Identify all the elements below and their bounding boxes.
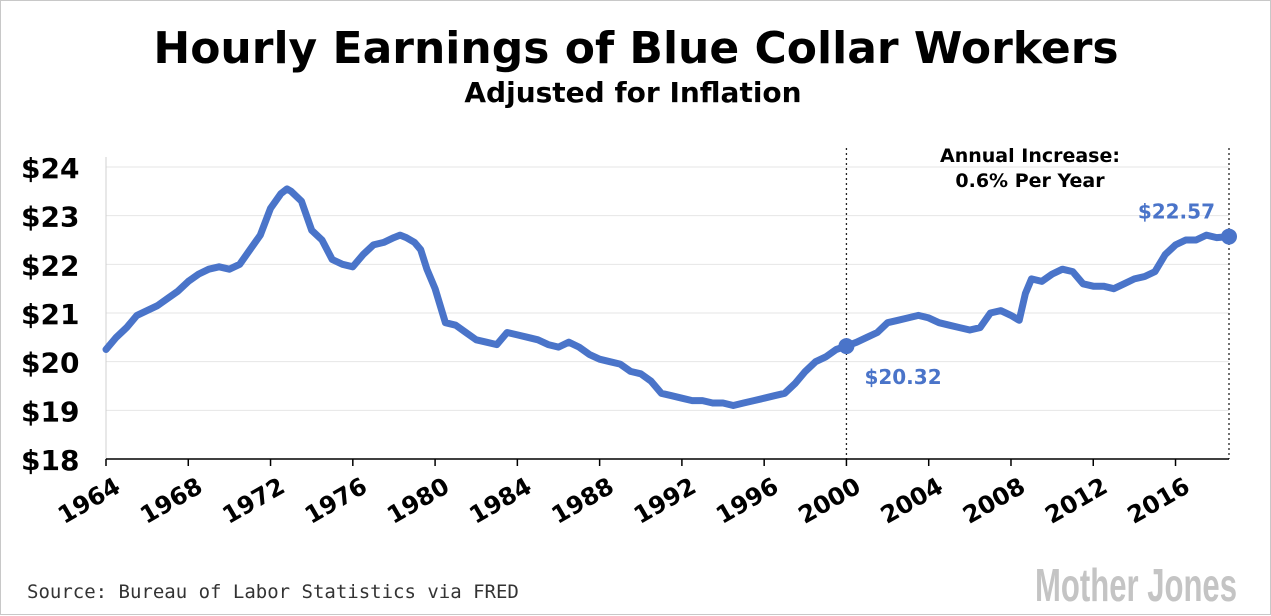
series-line — [102, 185, 1233, 409]
x-axis: 1964 1968 1972 1976 1980 1984 1988 1992 1996 2000… — [53, 459, 1195, 530]
x-tick-label: 1984 — [465, 472, 537, 530]
x-tick-label: 2012 — [1040, 472, 1112, 530]
annual-increase-label: Annual Increase: — [940, 145, 1120, 167]
y-tick-label: $22 — [21, 249, 79, 282]
x-tick-label: 2004 — [876, 472, 948, 530]
chart-title: Hourly Earnings of Blue Collar Workers — [153, 23, 1118, 74]
x-tick-label: 2000 — [794, 472, 866, 530]
x-tick-label: 1996 — [711, 472, 783, 530]
start-point-marker — [838, 338, 855, 355]
chart-subtitle: Adjusted for Inflation — [464, 76, 801, 109]
y-tick-label: $23 — [21, 201, 79, 234]
x-tick-label: 1964 — [53, 472, 125, 530]
y-tick-label: $24 — [21, 152, 79, 185]
y-tick-label: $18 — [21, 444, 79, 477]
x-tick-label: 2016 — [1123, 472, 1195, 530]
x-tick-label: 1968 — [135, 472, 207, 530]
annual-increase-value: 0.6% Per Year — [955, 170, 1105, 192]
brand-logo: Mother Jones — [1035, 559, 1237, 611]
start-value-label: $20.32 — [864, 365, 941, 389]
y-axis: $18 $19 $20 $21 $22 $23 $24 — [21, 152, 1229, 477]
reference-lines — [845, 148, 1230, 459]
source-note: Source: Bureau of Labor Statistics via F… — [27, 581, 519, 603]
x-tick-label: 1972 — [218, 472, 290, 530]
y-tick-label: $19 — [21, 395, 79, 428]
x-tick-label: 2008 — [958, 472, 1030, 530]
gridlines — [105, 157, 1229, 459]
y-tick-label: $21 — [21, 298, 79, 331]
x-tick-label: 1976 — [300, 472, 372, 530]
end-value-label: $22.57 — [1138, 200, 1215, 224]
end-point-marker — [1221, 228, 1237, 245]
x-tick-label: 1980 — [382, 472, 454, 530]
x-tick-label: 1992 — [629, 472, 701, 530]
series — [102, 185, 1237, 409]
y-tick-label: $20 — [21, 347, 79, 380]
x-tick-label: 1988 — [547, 472, 619, 530]
